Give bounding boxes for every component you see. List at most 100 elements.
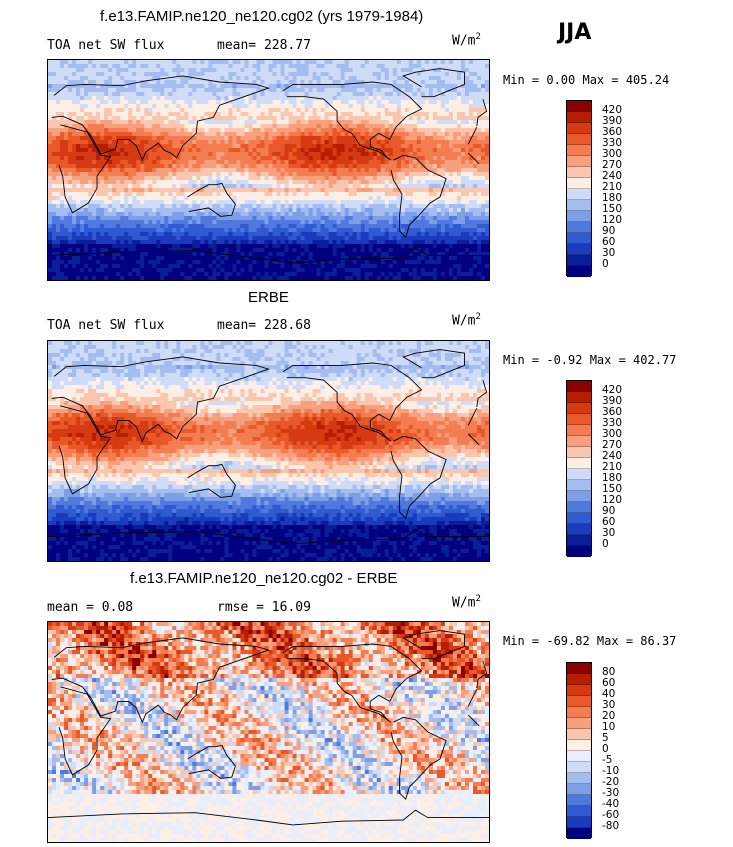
colorbar-label: 210 [602, 181, 623, 193]
field-cells [48, 341, 489, 561]
panel-3-map-plot [48, 622, 489, 842]
colorbar-label: 30 [602, 247, 616, 259]
colorbar-swatch [567, 145, 591, 156]
colorbar-label: 360 [602, 406, 623, 418]
colorbar-label: -80 [602, 820, 620, 832]
colorbar-swatch [567, 436, 591, 447]
colorbar-swatch [567, 491, 591, 502]
colorbar-label: 0 [602, 538, 609, 550]
colorbar-swatch [567, 403, 591, 414]
colorbar-swatch [567, 663, 591, 674]
colorbar-swatch [567, 828, 591, 839]
colorbar-label: 180 [602, 472, 623, 484]
colorbar-swatch [567, 784, 591, 795]
panel-1-map-plot [48, 60, 489, 280]
coastlines [48, 349, 489, 545]
colorbar-swatch [567, 707, 591, 718]
colorbar-swatch [567, 762, 591, 773]
colorbar-label: 150 [602, 483, 623, 495]
panel-2-colorbar: 420 390 360 330 300 270 240 210 180 150 120 90 60 30 0 [566, 380, 626, 557]
colorbar-swatch [567, 546, 591, 557]
colorbar-swatch [567, 244, 591, 255]
colorbar-label: 270 [602, 159, 623, 171]
colorbar-swatch [567, 502, 591, 513]
colorbar-label: 270 [602, 439, 623, 451]
panel-1-mean-label: mean= 228.77 [217, 38, 311, 53]
colorbar-swatch [567, 751, 591, 762]
panel-3-units: W/m2 [452, 594, 481, 611]
colorbar-swatch [567, 674, 591, 685]
colorbar-label: 390 [602, 395, 623, 407]
colorbar-label: 390 [602, 115, 623, 127]
colorbar-swatch [567, 392, 591, 403]
coastlines [48, 68, 489, 264]
panel-1-map [47, 59, 490, 281]
colorbar-label: 0 [602, 258, 609, 270]
colorbar-label: 180 [602, 192, 623, 204]
colorbar-swatch [567, 513, 591, 524]
colorbar-swatch [567, 156, 591, 167]
panel-3-mean-label: mean = 0.08 [47, 600, 134, 615]
colorbar-label: -60 [602, 809, 620, 821]
colorbar-swatch [567, 211, 591, 222]
colorbar-label: 150 [602, 203, 623, 215]
colorbar-label: 300 [602, 428, 623, 440]
colorbar-label: 90 [602, 225, 616, 237]
colorbar-swatch [567, 696, 591, 707]
panel-1-title: f.e13.FAMIP.ne120_ne120.cg02 (yrs 1979-1… [100, 8, 424, 25]
field-cells [48, 622, 489, 842]
colorbar-label: 80 [602, 666, 616, 678]
colorbar-label: 40 [602, 688, 616, 700]
colorbar-label: -40 [602, 798, 620, 810]
colorbar-label: 60 [602, 516, 616, 528]
colorbar-swatch [567, 266, 591, 277]
colorbar-swatch [567, 189, 591, 200]
colorbar-label: 20 [602, 710, 616, 722]
colorbar-box [566, 100, 592, 277]
colorbar-label: 330 [602, 137, 623, 149]
colorbar-swatch [567, 178, 591, 189]
colorbar-label: 120 [602, 214, 623, 226]
colorbar-swatch [567, 685, 591, 696]
colorbar-label: 30 [602, 527, 616, 539]
colorbar-swatch [567, 469, 591, 480]
colorbar-swatch [567, 806, 591, 817]
colorbar-label: 360 [602, 126, 623, 138]
panel-1-variable-label: TOA net SW flux [47, 38, 165, 53]
colorbar-label: -5 [602, 754, 613, 766]
panel-3-rmse-label: rmse = 16.09 [217, 600, 311, 615]
colorbar-swatch [567, 414, 591, 425]
panel-2-title: ERBE [248, 289, 289, 306]
colorbar-swatch [567, 255, 591, 266]
colorbar-label: 10 [602, 721, 616, 733]
coastlines [48, 630, 489, 826]
colorbar-label: 60 [602, 236, 616, 248]
colorbar-swatch [567, 480, 591, 491]
colorbar-label: 240 [602, 450, 623, 462]
colorbar-swatch [567, 425, 591, 436]
colorbar-swatch [567, 123, 591, 134]
panel-2-map-plot [48, 341, 489, 561]
colorbar-label: 30 [602, 699, 616, 711]
panel-3-title: f.e13.FAMIP.ne120_ne120.cg02 - ERBE [130, 570, 398, 587]
colorbar-swatch [567, 817, 591, 828]
panel-3-colorbar: 80 60 40 30 20 10 5 0 -5 -10 -20 -30 -40 -60 -80 [566, 662, 626, 839]
colorbar-swatch [567, 233, 591, 244]
colorbar-label: -10 [602, 765, 620, 777]
panel-2-mean-label: mean= 228.68 [217, 318, 311, 333]
colorbar-label: 300 [602, 148, 623, 160]
panel-2-minmax: Min = -0.92 Max = 402.77 [503, 353, 677, 367]
colorbar-swatch [567, 381, 591, 392]
colorbar-swatch [567, 795, 591, 806]
colorbar-swatch [567, 222, 591, 233]
colorbar-swatch [567, 458, 591, 469]
colorbar-label: 210 [602, 461, 623, 473]
colorbar-swatch [567, 729, 591, 740]
colorbar-swatch [567, 112, 591, 123]
colorbar-label: -20 [602, 776, 620, 788]
season-label: JJA [558, 20, 592, 45]
panel-2-units: W/m2 [452, 312, 481, 329]
colorbar-label: 60 [602, 677, 616, 689]
colorbar-swatch [567, 535, 591, 546]
panel-3-minmax: Min = -69.82 Max = 86.37 [503, 634, 677, 648]
